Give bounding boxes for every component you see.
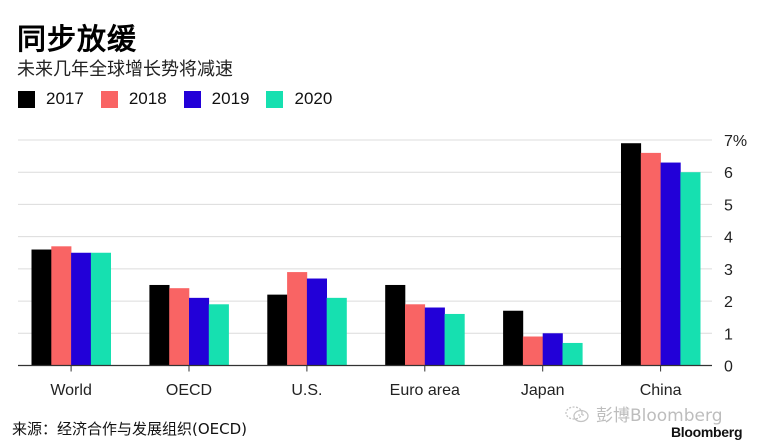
bar-china-2017 (621, 143, 642, 366)
bar-oecd-2018 (169, 288, 190, 366)
legend-item-2018: 2018 (100, 89, 167, 109)
watermark: 彭博Bloomberg (564, 401, 722, 426)
bar-euro-area-2020 (444, 313, 465, 366)
x-tick-label: Japan (521, 382, 565, 399)
chart-title: 同步放缓 (17, 22, 138, 56)
bar-euro-area-2019 (424, 307, 445, 366)
bar-euro-area-2017 (385, 284, 406, 366)
legend-label-2019: 2019 (211, 89, 250, 108)
y-tick-label: 4 (724, 230, 733, 247)
legend-swatch-2017 (18, 90, 35, 108)
bar-japan-2020 (562, 342, 583, 366)
bar-u-s--2019 (306, 278, 327, 366)
legend: 2017 2018 2019 2020 (18, 89, 349, 109)
y-tick-label: 7% (724, 133, 747, 150)
bar-japan-2017 (503, 310, 524, 366)
y-tick-label: 1 (724, 326, 733, 343)
x-tick-label: Euro area (390, 382, 460, 399)
bar-oecd-2020 (208, 304, 229, 366)
bar-oecd-2017 (149, 284, 170, 366)
gridlines (18, 139, 712, 334)
legend-item-2020: 2020 (266, 89, 332, 109)
x-tick-label: China (640, 382, 682, 399)
bar-u-s--2020 (326, 297, 347, 366)
bar-u-s--2017 (267, 294, 288, 366)
bloomberg-logo: Bloomberg (671, 424, 743, 440)
watermark-text: 彭博Bloomberg (596, 406, 723, 426)
y-tick-label: 5 (724, 197, 733, 214)
bar-oecd-2019 (189, 297, 210, 366)
legend-item-2019: 2019 (183, 89, 250, 109)
bar-world-2017 (31, 249, 52, 366)
wechat-chat-icon (565, 405, 589, 422)
bar-china-2019 (660, 162, 681, 366)
chart-subtitle: 未来几年全球增长势将减速 (17, 59, 233, 80)
y-tick-label: 3 (724, 262, 733, 279)
bar-euro-area-2018 (405, 304, 426, 366)
bar-japan-2019 (542, 333, 563, 366)
source-note: 来源：经济合作与发展组织(OECD) (12, 420, 248, 438)
y-axis-labels: 0 1 2 3 4 5 6 7% (724, 133, 747, 376)
legend-label-2018: 2018 (128, 89, 167, 108)
x-axis-labels: World OECD U.S. Euro area Japan China (50, 382, 681, 399)
legend-label-2017: 2017 (46, 89, 84, 108)
x-tick-label: U.S. (291, 382, 322, 399)
bar-u-s--2018 (287, 272, 308, 366)
bar-world-2019 (71, 252, 92, 366)
y-tick-label: 0 (724, 359, 733, 376)
y-tick-label: 2 (724, 294, 733, 311)
legend-swatch-2019 (183, 90, 201, 108)
bar-china-2020 (680, 172, 701, 366)
y-tick-label: 6 (724, 165, 733, 182)
bar-japan-2018 (522, 336, 543, 366)
x-tick-label: World (50, 382, 92, 399)
bar-world-2018 (51, 246, 72, 366)
bar-china-2018 (640, 152, 661, 366)
legend-swatch-2020 (266, 90, 284, 108)
legend-swatch-2018 (100, 90, 118, 108)
x-axis (18, 364, 712, 372)
bars (31, 143, 701, 366)
bar-world-2020 (90, 252, 111, 366)
x-tick-label: OECD (166, 382, 212, 399)
legend-label-2020: 2020 (294, 89, 333, 108)
legend-item-2017: 2017 (18, 89, 84, 109)
